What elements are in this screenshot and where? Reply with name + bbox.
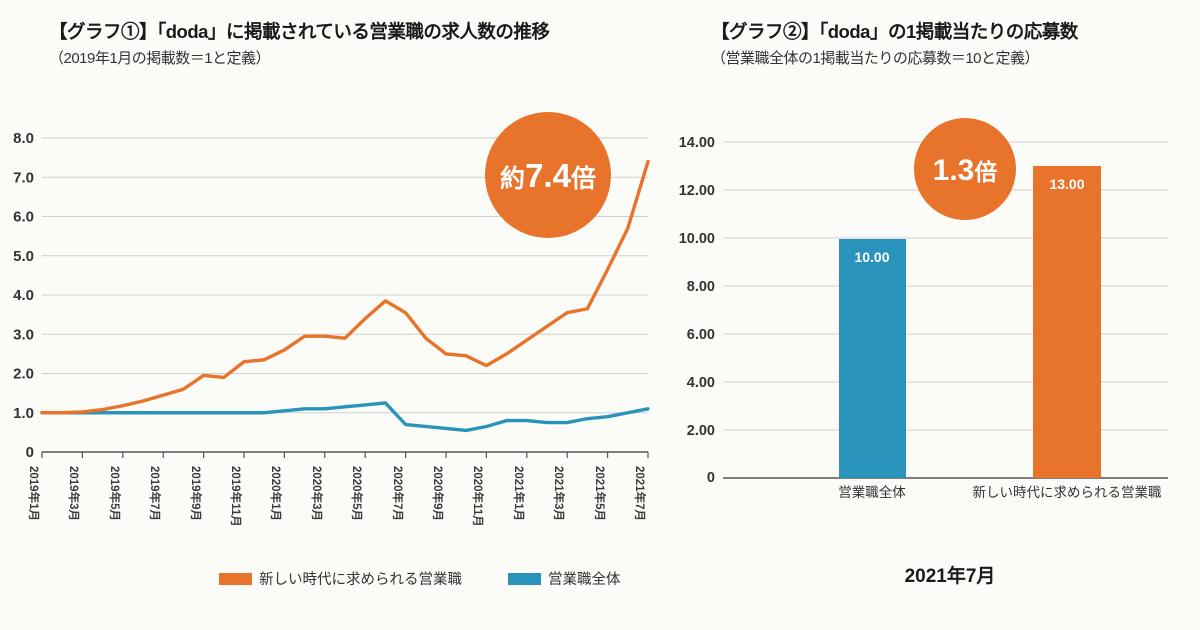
svg-text:5.0: 5.0: [13, 248, 34, 265]
svg-text:8.00: 8.00: [687, 279, 715, 295]
svg-text:0: 0: [707, 470, 715, 486]
svg-text:0: 0: [26, 444, 34, 461]
svg-text:6.00: 6.00: [687, 327, 715, 343]
svg-text:営業職全体: 営業職全体: [548, 570, 621, 588]
svg-text:12.00: 12.00: [679, 183, 715, 199]
svg-text:1.0: 1.0: [13, 405, 34, 422]
svg-text:4.0: 4.0: [13, 287, 34, 304]
svg-text:2.00: 2.00: [687, 423, 715, 439]
svg-text:4.00: 4.00: [687, 375, 715, 391]
svg-text:13.00: 13.00: [1049, 176, 1084, 192]
svg-text:営業職全体: 営業職全体: [838, 484, 906, 500]
svg-text:新しい時代に求められる営業職: 新しい時代に求められる営業職: [973, 485, 1162, 500]
svg-text:3.0: 3.0: [13, 326, 34, 343]
svg-text:新しい時代に求められる営業職: 新しい時代に求められる営業職: [259, 571, 462, 588]
svg-text:10.00: 10.00: [854, 249, 889, 265]
svg-text:8.0: 8.0: [13, 130, 34, 147]
svg-text:2.0: 2.0: [13, 366, 34, 383]
svg-text:1.3倍: 1.3倍: [933, 154, 998, 187]
svg-text:6.0: 6.0: [13, 209, 34, 226]
svg-text:7.0: 7.0: [13, 169, 34, 186]
svg-text:10.00: 10.00: [679, 231, 715, 247]
svg-text:2021年7月: 2021年7月: [905, 564, 996, 587]
svg-text:14.00: 14.00: [679, 135, 715, 151]
